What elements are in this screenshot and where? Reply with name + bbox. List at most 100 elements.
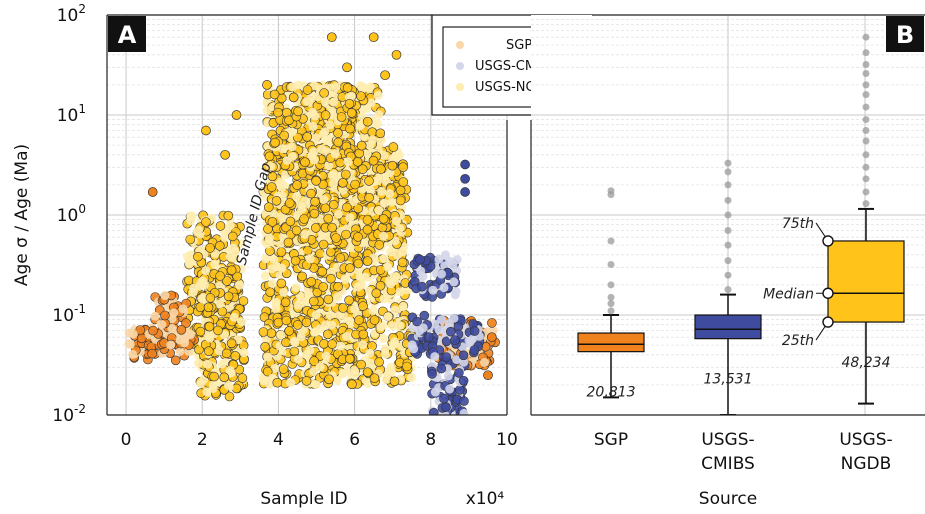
data-point-usgs-ngdb	[215, 241, 225, 251]
data-point-usgs-ngdb	[378, 214, 389, 224]
data-point-usgs-ngdb	[215, 271, 225, 281]
data-point-usgs-cmibs	[437, 269, 446, 279]
data-point-usgs-cmibs	[419, 310, 430, 321]
data-point-usgs-ngdb	[395, 224, 405, 234]
outlier-usgs-cmibs	[724, 211, 732, 219]
y-tick-label: 100	[57, 202, 86, 226]
data-point-usgs-ngdb	[353, 265, 363, 275]
data-point-sgp	[480, 358, 489, 367]
data-point-sgp	[483, 370, 493, 381]
data-point-usgs-ngdb	[284, 198, 295, 208]
data-point-usgs-cmibs	[450, 335, 460, 346]
outlier-usgs-ngdb	[862, 116, 870, 124]
data-point-usgs-ngdb	[380, 344, 390, 354]
data-point-usgs-ngdb	[326, 32, 337, 43]
data-point-usgs-ngdb	[309, 147, 319, 157]
data-point-usgs-ngdb	[379, 294, 389, 304]
outlier-usgs-cmibs	[724, 181, 732, 189]
data-point-usgs-ngdb	[186, 211, 196, 221]
data-point-usgs-ngdb	[374, 240, 385, 250]
data-point-usgs-ngdb	[308, 296, 319, 307]
data-point-usgs-ngdb	[311, 133, 321, 143]
category-label: USGS-CMIBS	[701, 430, 755, 474]
data-point-usgs-ngdb	[383, 262, 393, 272]
data-point-usgs-ngdb	[391, 49, 402, 60]
data-point-usgs-cmibs	[427, 368, 437, 379]
data-point-usgs-cmibs	[458, 375, 469, 386]
data-point-usgs-ngdb	[317, 266, 328, 277]
data-point-usgs-ngdb	[326, 273, 336, 284]
data-point-usgs-ngdb	[306, 276, 317, 287]
data-point-usgs-ngdb	[333, 281, 343, 292]
data-point-usgs-ngdb	[368, 155, 379, 166]
data-point-usgs-ngdb	[349, 197, 359, 206]
data-point-usgs-ngdb	[201, 217, 211, 227]
data-point-usgs-ngdb	[289, 346, 300, 357]
data-point-usgs-ngdb	[284, 326, 295, 336]
data-point-usgs-ngdb	[315, 362, 325, 372]
data-point-usgs-ngdb	[402, 361, 412, 372]
data-point-usgs-ngdb	[279, 130, 290, 141]
data-point-usgs-ngdb	[333, 128, 343, 138]
data-point-usgs-ngdb	[276, 278, 287, 289]
data-point-usgs-ngdb	[328, 179, 338, 188]
data-point-usgs-ngdb	[356, 359, 366, 370]
data-point-usgs-ngdb	[196, 278, 206, 288]
outlier-sgp	[607, 300, 615, 308]
data-point-usgs-ngdb	[330, 149, 340, 159]
data-point-usgs-ngdb	[398, 177, 409, 187]
data-point-usgs-ngdb	[342, 83, 353, 93]
data-point-usgs-ngdb	[220, 149, 230, 160]
data-point-usgs-ngdb	[302, 132, 313, 142]
data-point-usgs-ngdb	[226, 338, 237, 349]
data-point-usgs-ngdb	[342, 332, 352, 341]
data-point-usgs-ngdb	[269, 89, 280, 100]
data-point-usgs-ngdb	[260, 341, 270, 352]
data-point-usgs-ngdb	[392, 250, 402, 260]
data-point-usgs-ngdb	[305, 254, 315, 264]
outlier-usgs-ngdb	[862, 188, 870, 196]
data-point-usgs-ngdb	[327, 339, 338, 349]
data-point-usgs-ngdb	[353, 258, 364, 269]
outlier-usgs-cmibs	[724, 271, 732, 279]
annotation-marker-median	[822, 287, 834, 299]
data-point-usgs-ngdb	[299, 214, 309, 224]
data-point-usgs-ngdb	[320, 97, 330, 107]
outlier-usgs-ngdb	[862, 200, 870, 208]
data-point-usgs-ngdb	[185, 234, 195, 245]
data-point-usgs-ngdb	[333, 137, 344, 148]
data-point-usgs-ngdb	[377, 187, 387, 196]
data-point-usgs-ngdb	[325, 310, 335, 320]
data-point-usgs-ngdb	[229, 312, 239, 322]
x-tick-label: 6	[349, 430, 360, 450]
data-point-usgs-ngdb	[362, 367, 373, 378]
data-point-usgs-ngdb	[309, 155, 319, 165]
data-point-usgs-ngdb	[346, 108, 357, 118]
data-point-usgs-cmibs	[454, 385, 465, 395]
data-point-usgs-ngdb	[238, 296, 249, 306]
data-point-usgs-cmibs	[439, 393, 449, 404]
annotation-marker-q1	[822, 316, 834, 328]
data-point-usgs-cmibs	[434, 254, 444, 264]
data-point-usgs-ngdb	[364, 192, 374, 203]
data-point-usgs-ngdb	[235, 280, 245, 290]
data-point-usgs-ngdb	[368, 305, 378, 315]
data-point-usgs-cmibs	[428, 285, 438, 295]
outlier-usgs-ngdb	[862, 103, 870, 111]
data-point-usgs-ngdb	[320, 110, 331, 120]
data-point-usgs-ngdb	[311, 176, 321, 186]
count-label-usgs-cmibs: 13,531	[704, 372, 753, 388]
data-point-sgp	[150, 311, 160, 321]
data-point-usgs-ngdb	[264, 151, 275, 162]
data-point-usgs-ngdb	[258, 327, 269, 337]
data-point-usgs-cmibs	[443, 371, 453, 381]
data-point-usgs-ngdb	[323, 294, 334, 305]
data-point-usgs-ngdb	[373, 90, 383, 100]
data-point-usgs-ngdb	[232, 271, 242, 282]
data-point-usgs-ngdb	[260, 271, 270, 281]
data-point-usgs-cmibs	[436, 363, 447, 374]
data-point-usgs-ngdb	[353, 282, 363, 292]
outlier-usgs-cmibs	[724, 159, 732, 167]
data-point-usgs-cmibs	[439, 283, 449, 293]
